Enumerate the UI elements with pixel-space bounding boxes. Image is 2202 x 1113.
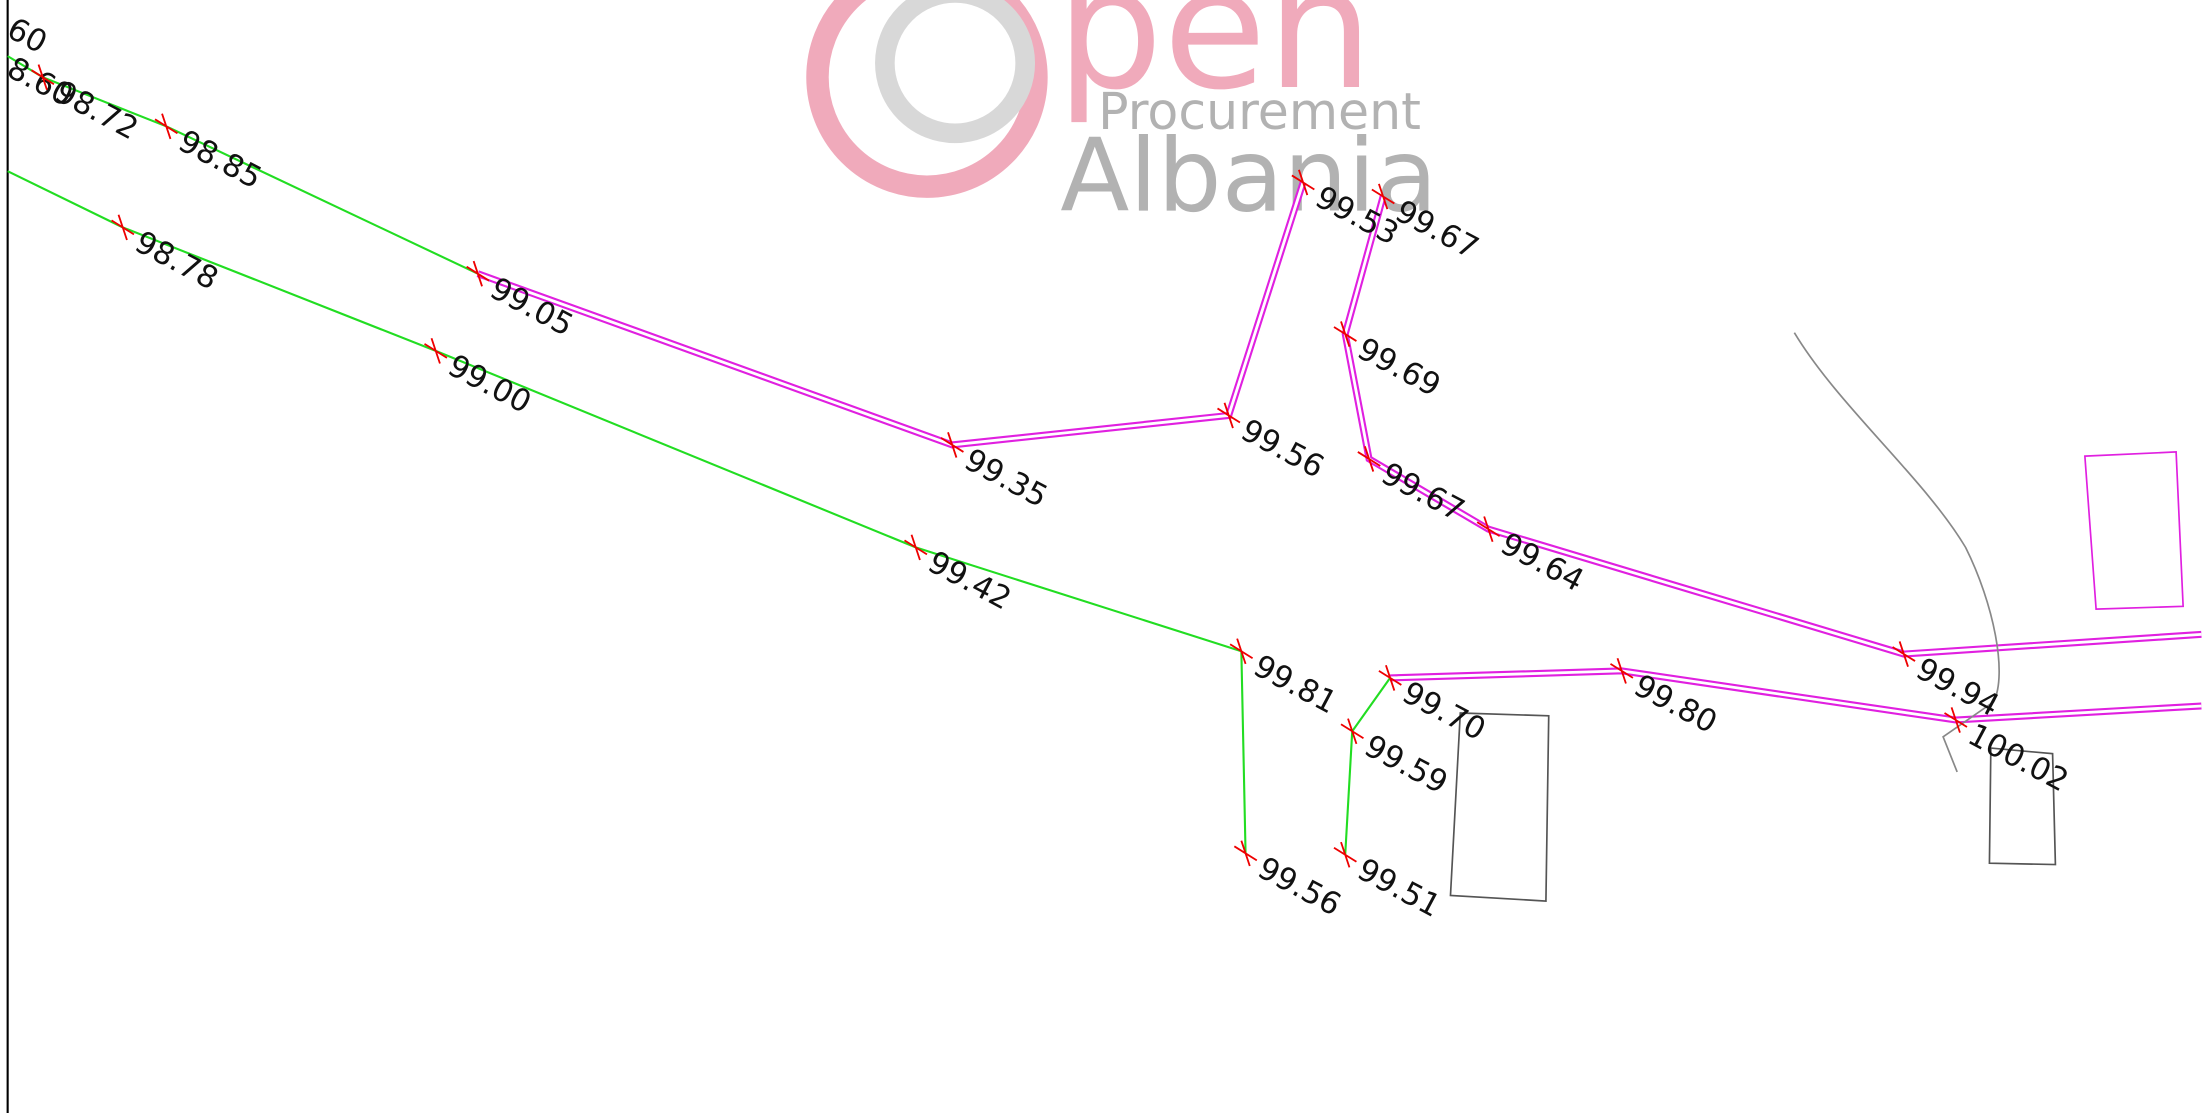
survey-point — [1340, 718, 1364, 745]
green-line — [7, 170, 1247, 854]
building — [1988, 747, 2057, 866]
survey-point — [1944, 707, 1968, 733]
building — [1449, 712, 1550, 902]
survey-point — [111, 214, 135, 241]
survey-point — [1233, 840, 1258, 867]
survey-point — [31, 64, 55, 91]
survey-point — [1609, 657, 1634, 684]
logo-ring — [806, 0, 1048, 198]
survey-point — [424, 337, 448, 364]
survey-point — [1357, 446, 1381, 472]
survey-point — [1892, 641, 1916, 667]
survey-point — [1371, 183, 1395, 210]
survey-point — [940, 431, 964, 458]
road-edge — [1793, 332, 2000, 773]
survey-point — [466, 260, 490, 287]
watermark-word: pen — [1056, 0, 1373, 127]
survey-point — [1378, 664, 1402, 691]
survey-point — [1333, 841, 1357, 868]
survey-point — [1333, 321, 1357, 347]
survey-point — [154, 113, 178, 140]
watermark-line1: Procurement — [1098, 82, 1421, 141]
survey-point — [1291, 169, 1315, 196]
survey-point — [1229, 638, 1254, 665]
green-line — [7, 55, 479, 275]
logo-ring-inner — [875, 0, 1036, 144]
magenta-pipe-inner — [477, 182, 2202, 722]
survey-point — [904, 534, 928, 561]
survey-point — [1476, 516, 1501, 543]
watermark: pen Procurement Albania — [806, 0, 1438, 235]
survey-point — [1217, 402, 1241, 429]
building — [2083, 451, 2185, 611]
